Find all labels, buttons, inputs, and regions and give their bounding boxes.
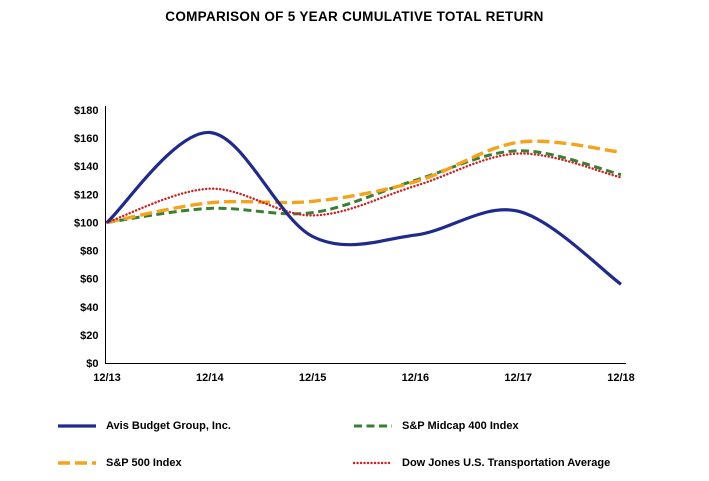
legend-line-sample-midcap xyxy=(354,424,392,428)
x-tick-label: 12/14 xyxy=(196,372,224,384)
legend-line-sample-dowjones xyxy=(353,461,393,465)
series-line-3 xyxy=(105,152,623,224)
y-tick-label: $20 xyxy=(80,330,98,342)
x-tick-label: 12/13 xyxy=(93,372,121,384)
legend-item-avis-budget-group: Avis Budget Group, Inc. xyxy=(57,420,353,432)
x-tick-label: 12/15 xyxy=(299,372,327,384)
series-line-1 xyxy=(106,149,622,224)
x-tick-label: 12/18 xyxy=(607,372,635,384)
legend-label-avis: Avis Budget Group, Inc. xyxy=(106,420,231,432)
x-tick-label: 12/16 xyxy=(402,372,430,384)
legend-item-dow-jones-transportation: Dow Jones U.S. Transportation Average xyxy=(353,457,610,469)
x-tick-label: 12/17 xyxy=(504,372,532,384)
series-line-2 xyxy=(106,139,622,225)
y-tick-label: $120 xyxy=(74,189,98,201)
legend-label-midcap: S&P Midcap 400 Index xyxy=(402,420,519,432)
line-chart-plot-area: $0 $20 $40 $60 $80 $100 $120 $140 $160 $180 12/13 1… xyxy=(74,105,635,384)
y-tick-label: $80 xyxy=(80,246,98,258)
y-tick-label: $100 xyxy=(74,217,98,229)
legend-label-dowjones: Dow Jones U.S. Transportation Average xyxy=(402,457,611,469)
legend-line-sample-avis xyxy=(58,424,96,428)
y-tick-label: $180 xyxy=(74,105,98,117)
y-tick-label: $160 xyxy=(74,133,98,145)
legend-line-sample-sp500 xyxy=(58,461,96,465)
legend-item-sp-midcap-400: S&P Midcap 400 Index xyxy=(353,420,610,432)
legend: Avis Budget Group, Inc. S&P Midcap 400 I… xyxy=(57,420,610,469)
chart-title: COMPARISON OF 5 YEAR CUMULATIVE TOTAL RE… xyxy=(165,9,544,24)
legend-item-sp-500: S&P 500 Index xyxy=(57,457,353,469)
y-tick-label: $60 xyxy=(80,274,98,286)
y-tick-label: $140 xyxy=(74,161,98,173)
legend-label-sp500: S&P 500 Index xyxy=(106,457,182,469)
y-tick-label: $40 xyxy=(80,302,98,314)
y-tick-label: $0 xyxy=(86,358,98,370)
series-line-0 xyxy=(105,130,622,286)
